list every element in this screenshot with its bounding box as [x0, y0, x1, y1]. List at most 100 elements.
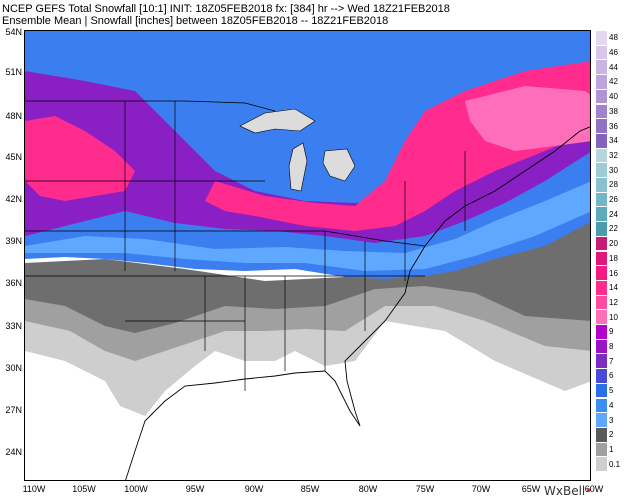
colorbar-label: 18	[609, 253, 618, 263]
colorbar-swatch	[596, 368, 607, 383]
lat-label-54n: 54N	[5, 27, 22, 37]
colorbar-swatch	[596, 118, 607, 133]
title-line-1: NCEP GEFS Total Snowfall [10:1] INIT: 18…	[2, 3, 450, 15]
colorbar-swatch	[596, 162, 607, 177]
lon-label-100w: 100W	[124, 484, 148, 494]
colorbar-swatch	[596, 382, 607, 398]
colorbar-label: 8	[609, 342, 614, 352]
colorbar-label: 16	[609, 268, 618, 278]
colorbar-label: 12	[609, 297, 618, 307]
colorbar-swatch	[596, 353, 607, 369]
colorbar-label: 22	[609, 224, 618, 234]
colorbar-swatch	[596, 30, 607, 45]
colorbar-swatch	[596, 221, 607, 236]
colorbar-label: 28	[609, 180, 618, 190]
colorbar-label: 44	[609, 62, 618, 72]
colorbar-label: 10	[609, 312, 618, 322]
colorbar-swatch	[596, 74, 607, 89]
colorbar-swatch	[596, 44, 607, 60]
colorbar-swatch	[596, 456, 607, 471]
snowfall-colorbar	[596, 30, 607, 471]
colorbar-swatch	[596, 191, 607, 207]
colorbar-swatch	[596, 103, 607, 119]
colorbar-swatch	[596, 397, 607, 413]
colorbar-label: 4	[609, 400, 614, 410]
colorbar-swatch	[596, 426, 607, 442]
snowfall-map	[24, 30, 591, 481]
colorbar-swatch	[596, 324, 607, 339]
colorbar-label: 7	[609, 356, 614, 366]
colorbar-label: 5	[609, 386, 614, 396]
colorbar-swatch	[596, 279, 607, 295]
logo-dot-icon: •	[585, 484, 593, 498]
colorbar-label: 30	[609, 165, 618, 175]
colorbar-label: 20	[609, 239, 618, 249]
lat-label-36n: 36N	[5, 278, 22, 288]
colorbar-swatch	[596, 294, 607, 310]
snow-band-pink-northeast	[465, 86, 590, 151]
lon-label-105w: 105W	[72, 484, 96, 494]
lat-label-48n: 48N	[5, 111, 22, 121]
colorbar-label: 14	[609, 283, 618, 293]
colorbar-swatch	[596, 177, 607, 192]
colorbar-label: 24	[609, 209, 618, 219]
lon-label-60w: 60W	[584, 484, 604, 494]
lat-label-51n: 51N	[5, 67, 22, 77]
snow-band-magenta-west	[25, 116, 135, 201]
colorbar-swatch	[596, 132, 607, 148]
colorbar-label: 36	[609, 121, 618, 131]
colorbar-swatch	[596, 338, 607, 354]
lat-label-39n: 39N	[5, 236, 22, 246]
lon-label-90w: 90W	[244, 484, 264, 494]
snowfall-map-svg	[25, 31, 590, 480]
colorbar-label: 40	[609, 92, 618, 102]
lat-label-42n: 42N	[5, 194, 22, 204]
logo-text: WxBell	[544, 484, 586, 498]
colorbar-swatch	[596, 441, 607, 457]
snow-band-light-blue	[25, 181, 590, 271]
colorbar-label: 3	[609, 415, 614, 425]
colorbar-label: 38	[609, 106, 618, 116]
colorbar-swatch	[596, 235, 607, 251]
map-title: NCEP GEFS Total Snowfall [10:1] INIT: 18…	[2, 0, 602, 30]
colorbar-label: 46	[609, 48, 618, 58]
lat-label-24n: 24N	[5, 447, 22, 457]
colorbar-swatch	[596, 309, 607, 324]
colorbar-swatch	[596, 206, 607, 222]
lon-label-95w: 95W	[185, 484, 205, 494]
colorbar-label: 1	[609, 444, 614, 454]
lat-label-30n: 30N	[5, 363, 22, 373]
wxbell-logo: WxBell•	[544, 484, 592, 498]
colorbar-label: 42	[609, 77, 618, 87]
lake-huron	[322, 148, 356, 182]
title-line-2: Ensemble Mean | Snowfall [inches] betwee…	[2, 15, 389, 27]
lon-label-110w: 110W	[22, 484, 46, 494]
colorbar-swatch	[596, 250, 607, 266]
colorbar-swatch	[596, 265, 607, 280]
lat-label-33n: 33N	[5, 321, 22, 331]
lat-label-45n: 45N	[5, 152, 22, 162]
colorbar-swatch	[596, 88, 607, 104]
snow-band-dark-gray	[25, 132, 590, 333]
lon-label-65w: 65W	[521, 484, 541, 494]
colorbar-label: 2	[609, 430, 614, 440]
lon-label-75w: 75W	[415, 484, 435, 494]
colorbar-swatch	[596, 412, 607, 427]
colorbar-label: 0.1	[609, 459, 621, 469]
political-borders	[25, 100, 466, 391]
colorbar-label: 48	[609, 33, 618, 43]
lat-label-27n: 27N	[5, 405, 22, 415]
lake-superior	[239, 108, 316, 134]
snow-band-purple	[25, 71, 590, 243]
colorbar-label: 9	[609, 327, 614, 337]
colorbar-label: 34	[609, 136, 618, 146]
lon-label-85w: 85W	[300, 484, 320, 494]
lake-michigan	[288, 142, 308, 192]
coastlines	[125, 126, 590, 480]
colorbar-label: 6	[609, 371, 614, 381]
colorbar-label: 26	[609, 195, 618, 205]
colorbar-label: 32	[609, 150, 618, 160]
colorbar-swatch	[596, 59, 607, 75]
lon-label-80w: 80W	[358, 484, 378, 494]
colorbar-swatch	[596, 147, 607, 163]
